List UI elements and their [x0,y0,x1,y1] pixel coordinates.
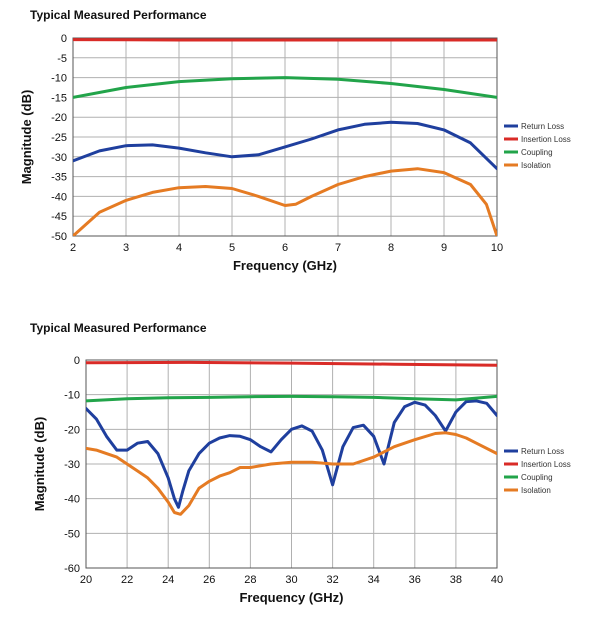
x-tick-label: 36 [409,574,421,586]
x-tick-label: 32 [326,574,338,586]
series-line-isolation [86,431,497,516]
legend-label-return-loss: Return Loss [521,122,564,131]
chart-top: 2 3 4 5 6 7 8 9 10 0 -5 -10 -15 -20 -25 -30 -35 -40 -45 -50… [19,33,571,273]
series-line-insertion-loss [86,360,497,367]
x-tick-label: 38 [450,574,462,586]
x-tick-label: 24 [162,574,174,586]
y-tick-label: 0 [61,33,67,45]
y-tick-label: -50 [64,528,80,540]
series-line-coupling [86,394,497,403]
x-tick-label: 6 [282,242,288,254]
y-tick-label: -15 [51,92,67,104]
legend-label-isolation: Isolation [521,486,551,495]
x-tick-label: 10 [491,242,503,254]
x-tick-label: 22 [121,574,133,586]
x-axis-label: Frequency (GHz) [239,590,343,605]
series-line-isolation [73,167,497,236]
series-line-return-loss [86,399,497,509]
x-axis-label: Frequency (GHz) [233,258,337,273]
legend-label-isolation: Isolation [521,161,551,170]
chart-panel-top: Typical Measured Performance 2 3 4 5 6 7 8 9 10 0… [0,0,600,300]
y-tick-label: -35 [51,172,67,184]
x-tick-label: 28 [244,574,256,586]
x-tick-label: 7 [335,242,341,254]
x-tick-label: 9 [441,242,447,254]
y-tick-label: -5 [57,53,67,65]
legend-label-coupling: Coupling [521,148,553,157]
y-tick-label: -10 [51,73,67,85]
x-tick-label: 20 [80,574,92,586]
series-line-coupling [73,76,497,99]
chart-title: Typical Measured Performance [30,321,207,335]
y-tick-label: 0 [74,355,80,367]
x-tick-label: 26 [203,574,215,586]
x-tick-label: 34 [368,574,380,586]
y-tick-label: -30 [64,459,80,471]
x-tick-label: 5 [229,242,235,254]
legend-label-insertion-loss: Insertion Loss [521,460,571,469]
x-tick-label: 2 [70,242,76,254]
x-tick-label: 8 [388,242,394,254]
x-tick-label: 40 [491,574,503,586]
y-axis-label: Magnitude (dB) [32,417,47,512]
y-tick-label: -50 [51,231,67,243]
y-tick-label: -30 [51,152,67,164]
x-tick-label: 30 [285,574,297,586]
series-line-return-loss [73,120,497,171]
y-tick-label: -10 [64,390,80,402]
plot-border [85,359,498,569]
plot-border [72,37,498,237]
legend-label-insertion-loss: Insertion Loss [521,135,571,144]
x-tick-label: 3 [123,242,129,254]
chart-bottom: 20 22 24 26 28 30 32 34 36 38 40 0 -10 -20 -30 -40 -50 -6… [32,355,571,605]
y-tick-label: -20 [51,112,67,124]
y-tick-label: -60 [64,563,80,575]
legend-label-coupling: Coupling [521,473,553,482]
y-tick-label: -25 [51,132,67,144]
chart-panel-bottom: Typical Measured Performance 20 22 24 26 28 3… [0,312,600,618]
y-axis-label: Magnitude (dB) [19,90,34,185]
chart-title: Typical Measured Performance [30,8,207,22]
legend-label-return-loss: Return Loss [521,447,564,456]
y-tick-label: -20 [64,424,80,436]
y-tick-label: -40 [64,494,80,506]
y-tick-label: -40 [51,191,67,203]
x-tick-label: 4 [176,242,182,254]
y-tick-label: -45 [51,211,67,223]
